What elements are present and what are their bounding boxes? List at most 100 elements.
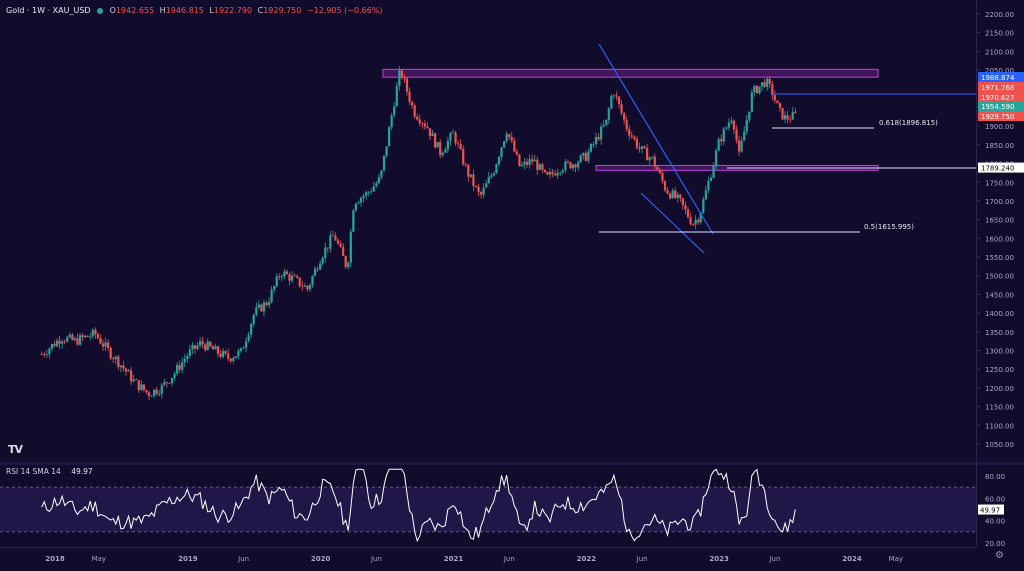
rsi-last-value-label: 49.97 [978, 504, 1004, 515]
candle [523, 157, 526, 170]
candle [651, 156, 654, 160]
settings-gear-icon[interactable]: ⚙ [995, 550, 1004, 561]
price-chart[interactable]: 0.618(1896.815) 0.5(1615.995) [0, 0, 976, 462]
svg-text:49.97: 49.97 [980, 507, 1000, 515]
candle [658, 167, 662, 175]
candle [173, 371, 176, 381]
candle [137, 380, 140, 393]
symbol-legend[interactable]: Gold · 1W · XAU_USD O1942.655 H1946.815 … [6, 6, 383, 15]
candle [181, 357, 184, 374]
candle [296, 274, 299, 279]
candle [510, 132, 513, 143]
trendline-upper [598, 43, 714, 235]
candle [89, 332, 92, 341]
candle [592, 141, 595, 149]
time-tick-label: Jun [370, 555, 382, 563]
candle [707, 176, 710, 194]
candle [472, 170, 475, 192]
candle [58, 335, 61, 349]
candle [518, 154, 521, 167]
candle [635, 136, 639, 150]
candle [436, 142, 439, 148]
candle [260, 303, 263, 313]
candle [633, 135, 636, 142]
rsi-chart[interactable] [0, 465, 976, 547]
candle [170, 377, 174, 387]
candle [674, 186, 677, 200]
candle [727, 118, 730, 131]
candle [55, 338, 59, 348]
candle [717, 136, 720, 152]
candle [94, 327, 97, 339]
candle [255, 302, 258, 317]
candle [257, 300, 260, 310]
symbol-title[interactable]: Gold · 1W · XAU_USD [6, 6, 91, 15]
candle [625, 116, 628, 133]
time-tick-label: 2020 [311, 555, 331, 563]
candle [778, 101, 782, 112]
time-tick-label: 2019 [178, 555, 198, 563]
candle [124, 367, 128, 376]
candle [101, 339, 105, 351]
candle [485, 180, 488, 188]
tradingview-logo-icon[interactable]: TV [8, 443, 23, 456]
candle [444, 146, 447, 153]
candle [334, 232, 337, 241]
candle [81, 333, 84, 342]
price-axis[interactable]: 1050.00 1100.00 1150.00 1200.00 1250.00 1300.… [976, 0, 1024, 548]
candle [648, 156, 651, 166]
candle [715, 148, 718, 171]
rsi-value: 49.97 [71, 467, 93, 476]
candle [577, 160, 580, 171]
rsi-pane[interactable] [0, 465, 976, 547]
candle [502, 140, 506, 149]
candle [431, 129, 434, 137]
candle [564, 158, 567, 174]
time-tick-label: 2024 [842, 555, 862, 563]
candle [107, 339, 110, 351]
candle [740, 136, 743, 153]
candle [365, 190, 368, 200]
candle [66, 335, 69, 343]
price-tick-label: 2150.00 [985, 30, 1014, 38]
candle [617, 95, 621, 109]
candle [393, 102, 396, 118]
candle [505, 131, 508, 143]
candle [104, 337, 107, 351]
rsi-legend[interactable]: RSI 14 SMA 14 49.97 [6, 467, 93, 476]
candle [239, 347, 243, 354]
candle [145, 389, 148, 395]
candle [694, 215, 697, 230]
candle [165, 381, 168, 388]
candle [681, 198, 684, 210]
candle [709, 174, 713, 182]
candle [142, 384, 145, 392]
candle [768, 76, 771, 89]
candle [247, 331, 250, 343]
price-tick-label: 1050.00 [985, 441, 1014, 449]
candle [630, 131, 633, 139]
fib-annotation: 0.618(1896.815) [879, 119, 938, 127]
candle [551, 169, 554, 178]
candle [684, 201, 687, 215]
candle [191, 341, 194, 354]
candle [135, 378, 138, 381]
candle [656, 165, 659, 171]
candle [566, 159, 570, 164]
candle [477, 183, 480, 197]
candle [750, 88, 753, 113]
candle [479, 190, 483, 199]
price-tick-label: 1850.00 [985, 142, 1014, 150]
candle [495, 163, 498, 174]
candle [206, 338, 209, 351]
candle [319, 260, 322, 271]
candle [63, 339, 66, 345]
price-chart-pane[interactable]: 0.618(1896.815) 0.5(1615.995) [0, 0, 976, 462]
candle [515, 148, 518, 156]
candle [589, 143, 593, 153]
candle [732, 119, 736, 135]
time-axis[interactable]: 2018 May 2019 Jun 2020 Jun 2021 Jun 2022 Jun 2023 J… [0, 547, 976, 567]
candle [375, 180, 378, 188]
candle [730, 116, 733, 125]
pane-divider[interactable] [0, 462, 1024, 465]
